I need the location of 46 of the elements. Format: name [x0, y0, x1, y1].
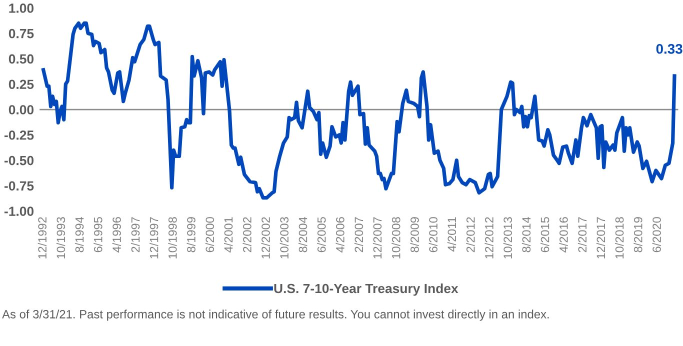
- x-tick-label: 12/1997: [150, 217, 158, 258]
- x-tick-label: 2/1997: [131, 217, 140, 252]
- x-tick-label: 8/2019: [634, 217, 642, 252]
- x-tick-label: 6/2000: [205, 217, 214, 252]
- y-tick-label: 1.00: [9, 4, 34, 13]
- x-tick-label: 8/1999: [186, 217, 196, 252]
- x-tick-label: 4/2006: [336, 217, 344, 252]
- x-tick-label: 8/2004: [298, 216, 308, 252]
- x-tick-label: 2/2007: [354, 217, 364, 252]
- y-tick-label: 0.75: [8, 28, 34, 38]
- y-tick-label: -0.50: [4, 156, 34, 166]
- x-tick-label: 6/2020: [652, 217, 661, 252]
- x-tick-label: 10/2008: [392, 217, 400, 258]
- x-tick-label: 12/2017: [596, 217, 606, 258]
- y-tick-label: 0.00: [8, 105, 34, 114]
- x-tick-label: 10/1993: [56, 217, 66, 258]
- y-tick-label: 0.25: [8, 80, 34, 90]
- y-tick-label: -0.75: [4, 181, 34, 191]
- x-tick-label: 8/1994: [75, 216, 84, 252]
- x-tick-label: 8/2009: [410, 217, 419, 252]
- x-tick-label: 12/2012: [484, 217, 494, 258]
- annotation: 0.33: [656, 44, 682, 54]
- x-tick-label: 4/2001: [224, 217, 233, 252]
- x-tick-label: 4/2016: [559, 217, 568, 252]
- x-tick-label: 4/1996: [112, 217, 121, 252]
- x-tick-label: 8/2014: [522, 216, 531, 252]
- x-tick-label: 10/2018: [615, 217, 624, 258]
- legend-label: U.S. 7-10-Year Treasury Index: [274, 283, 458, 296]
- x-tick-label: 12/2007: [372, 217, 382, 258]
- x-tick-label: 2/2012: [466, 217, 475, 252]
- y-tick-label: -1.00: [4, 206, 34, 216]
- y-tick-label: 0.50: [8, 54, 34, 64]
- x-tick-label: 6/2005: [317, 217, 326, 252]
- x-tick-label: 6/2015: [540, 217, 550, 252]
- y-tick-label: -0.25: [4, 130, 34, 140]
- text: As of 3/31/21. Past performance is not indicative of future results. You cannot invest directly in an index.: [2, 310, 549, 321]
- x-tick-label: 6/1995: [94, 217, 102, 252]
- x-tick-label: 2/2017: [578, 217, 587, 252]
- x-tick-label: 12/1992: [38, 217, 47, 258]
- x-tick-label: 10/2013: [503, 217, 512, 258]
- x-tick-label: 12/2002: [261, 217, 270, 258]
- x-tick-label: 10/1998: [168, 217, 177, 258]
- x-tick-label: 2/2002: [242, 217, 252, 252]
- x-tick-label: 6/2010: [428, 217, 438, 252]
- x-tick-label: 10/2003: [280, 217, 289, 258]
- x-tick-label: 4/2011: [447, 217, 456, 252]
